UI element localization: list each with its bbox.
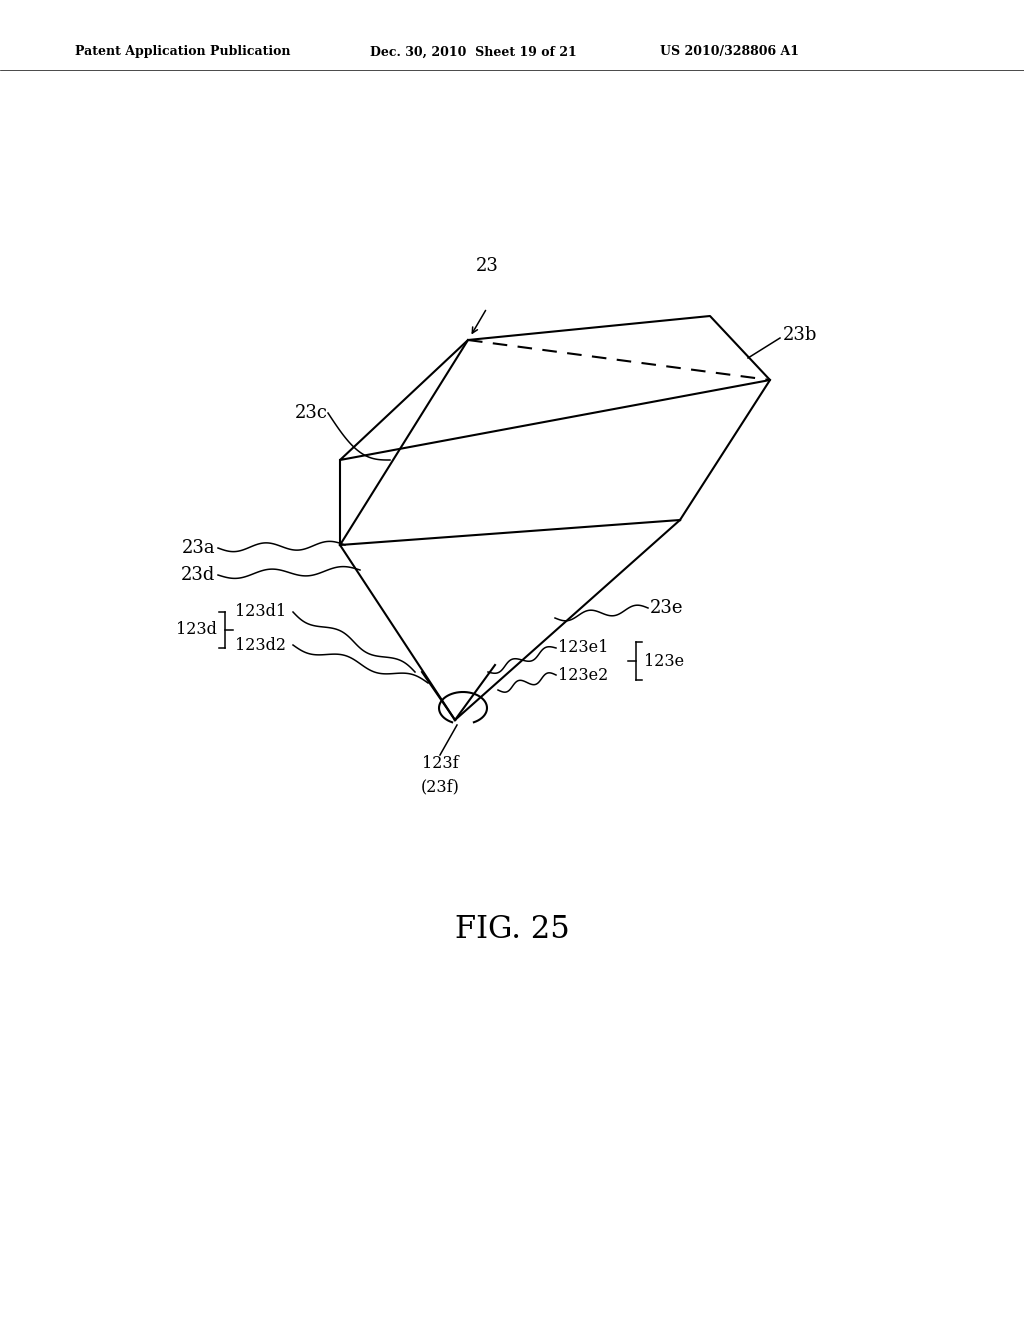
Text: 123f: 123f: [422, 755, 459, 772]
Text: US 2010/328806 A1: US 2010/328806 A1: [660, 45, 799, 58]
Text: FIG. 25: FIG. 25: [455, 915, 569, 945]
Text: Dec. 30, 2010  Sheet 19 of 21: Dec. 30, 2010 Sheet 19 of 21: [370, 45, 577, 58]
Text: 23: 23: [475, 257, 499, 275]
Text: 23a: 23a: [181, 539, 215, 557]
Text: 23c: 23c: [295, 404, 328, 422]
Text: 123d: 123d: [176, 622, 217, 639]
Text: 123e1: 123e1: [558, 639, 608, 656]
Text: 123e: 123e: [644, 652, 684, 669]
Text: 123e2: 123e2: [558, 667, 608, 684]
Text: 123d2: 123d2: [234, 636, 286, 653]
Text: 23e: 23e: [650, 599, 683, 616]
Text: 23d: 23d: [180, 566, 215, 583]
Text: Patent Application Publication: Patent Application Publication: [75, 45, 291, 58]
Text: 123d1: 123d1: [234, 603, 286, 620]
Text: 23b: 23b: [783, 326, 817, 345]
Text: (23f): (23f): [421, 777, 460, 795]
